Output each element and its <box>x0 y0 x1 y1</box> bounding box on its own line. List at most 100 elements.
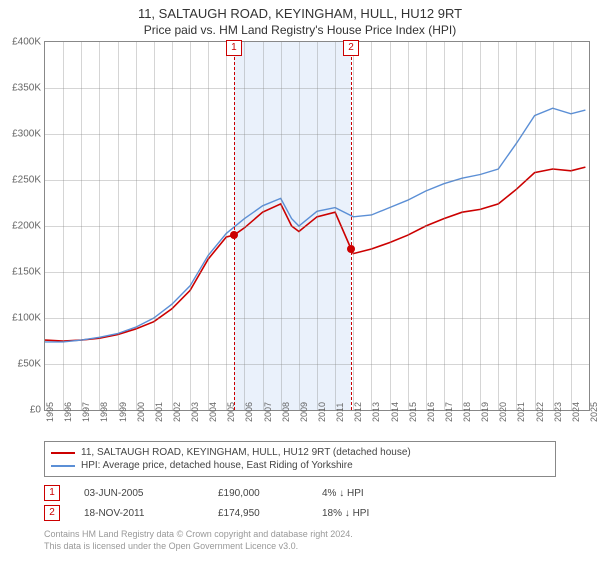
x-gridline <box>244 42 245 410</box>
sale-marker-dot-2 <box>347 245 355 253</box>
x-axis-label: 2023 <box>553 402 563 422</box>
x-axis-label: 2002 <box>172 402 182 422</box>
y-axis-label: £100K <box>1 313 41 324</box>
x-axis-label: 1995 <box>45 402 55 422</box>
sale-marker-badge-2: 2 <box>343 40 359 56</box>
x-axis-label: 2004 <box>208 402 218 422</box>
x-gridline <box>553 42 554 410</box>
x-gridline <box>335 42 336 410</box>
footer-line1: Contains HM Land Registry data © Crown c… <box>44 529 556 541</box>
chart-container: 11, SALTAUGH ROAD, KEYINGHAM, HULL, HU12… <box>0 6 600 566</box>
x-axis-label: 2000 <box>136 402 146 422</box>
x-axis-label: 1999 <box>118 402 128 422</box>
x-gridline <box>63 42 64 410</box>
x-gridline <box>190 42 191 410</box>
y-axis-label: £400K <box>1 37 41 48</box>
x-gridline <box>317 42 318 410</box>
y-axis-label: £300K <box>1 129 41 140</box>
x-gridline <box>81 42 82 410</box>
chart-plot-area: £0£50K£100K£150K£200K£250K£300K£350K£400… <box>44 41 590 411</box>
sale-marker-line-2 <box>351 42 352 410</box>
x-axis-label: 2021 <box>516 402 526 422</box>
sale-price: £190,000 <box>218 488 298 499</box>
x-axis-label: 2018 <box>462 402 472 422</box>
x-axis-label: 2006 <box>244 402 254 422</box>
x-gridline <box>408 42 409 410</box>
x-gridline <box>571 42 572 410</box>
footer-line2: This data is licensed under the Open Gov… <box>44 541 556 553</box>
sale-row: 1 03-JUN-2005 £190,000 4% ↓ HPI <box>44 483 556 503</box>
x-axis-label: 2024 <box>571 402 581 422</box>
x-axis-label: 2010 <box>317 402 327 422</box>
x-axis-label: 1996 <box>63 402 73 422</box>
x-gridline <box>444 42 445 410</box>
legend-label: HPI: Average price, detached house, East… <box>81 460 353 471</box>
sale-marker-badge-1: 1 <box>226 40 242 56</box>
x-gridline <box>154 42 155 410</box>
chart-title-line1: 11, SALTAUGH ROAD, KEYINGHAM, HULL, HU12… <box>0 6 600 21</box>
sale-marker-dot-1 <box>230 231 238 239</box>
legend-item: HPI: Average price, detached house, East… <box>51 459 549 472</box>
sale-marker-line-1 <box>234 42 235 410</box>
x-gridline <box>118 42 119 410</box>
x-gridline <box>371 42 372 410</box>
x-gridline <box>353 42 354 410</box>
y-axis-label: £250K <box>1 175 41 186</box>
x-axis-label: 2025 <box>589 402 599 422</box>
y-axis-label: £150K <box>1 267 41 278</box>
footer-attribution: Contains HM Land Registry data © Crown c… <box>44 529 556 552</box>
x-axis-label: 2008 <box>281 402 291 422</box>
x-axis-label: 2020 <box>498 402 508 422</box>
x-axis-label: 2012 <box>353 402 363 422</box>
x-axis-label: 2009 <box>299 402 309 422</box>
x-gridline <box>498 42 499 410</box>
y-axis-label: £350K <box>1 83 41 94</box>
x-axis-label: 2019 <box>480 402 490 422</box>
legend-swatch <box>51 465 75 467</box>
y-axis-label: £200K <box>1 221 41 232</box>
x-gridline <box>172 42 173 410</box>
sales-table: 1 03-JUN-2005 £190,000 4% ↓ HPI 2 18-NOV-2011… <box>44 483 556 523</box>
x-gridline <box>99 42 100 410</box>
x-gridline <box>426 42 427 410</box>
y-axis-label: £50K <box>1 359 41 370</box>
x-axis-label: 1997 <box>81 402 91 422</box>
sale-row: 2 18-NOV-2011 £174,950 18% ↓ HPI <box>44 503 556 523</box>
legend-item: 11, SALTAUGH ROAD, KEYINGHAM, HULL, HU12… <box>51 446 549 459</box>
legend-swatch <box>51 452 75 454</box>
x-axis-label: 2016 <box>426 402 436 422</box>
x-gridline <box>208 42 209 410</box>
x-axis-label: 2011 <box>335 403 345 422</box>
series-property <box>45 167 585 341</box>
x-gridline <box>516 42 517 410</box>
x-gridline <box>462 42 463 410</box>
x-axis-label: 2007 <box>263 402 273 422</box>
x-axis-label: 2015 <box>408 402 418 422</box>
x-gridline <box>390 42 391 410</box>
x-axis-label: 2014 <box>390 402 400 422</box>
sale-pct-vs-hpi: 4% ↓ HPI <box>322 488 422 499</box>
chart-title-line2: Price paid vs. HM Land Registry's House … <box>0 23 600 37</box>
sale-row-marker: 2 <box>44 505 60 521</box>
x-axis-label: 2001 <box>154 402 164 422</box>
sale-date: 03-JUN-2005 <box>84 488 194 499</box>
x-gridline <box>136 42 137 410</box>
sale-pct-vs-hpi: 18% ↓ HPI <box>322 508 422 519</box>
x-gridline <box>535 42 536 410</box>
y-axis-label: £0 <box>1 405 41 416</box>
legend-box: 11, SALTAUGH ROAD, KEYINGHAM, HULL, HU12… <box>44 441 556 477</box>
x-axis-label: 2003 <box>190 402 200 422</box>
sale-price: £174,950 <box>218 508 298 519</box>
x-axis-label: 1998 <box>99 402 109 422</box>
x-axis-label: 2017 <box>444 402 454 422</box>
sale-row-marker: 1 <box>44 485 60 501</box>
x-gridline <box>299 42 300 410</box>
x-gridline <box>226 42 227 410</box>
legend-label: 11, SALTAUGH ROAD, KEYINGHAM, HULL, HU12… <box>81 447 411 458</box>
x-gridline <box>480 42 481 410</box>
x-gridline <box>263 42 264 410</box>
sale-date: 18-NOV-2011 <box>84 508 194 519</box>
x-axis-label: 2022 <box>535 402 545 422</box>
x-gridline <box>281 42 282 410</box>
x-axis-label: 2013 <box>371 402 381 422</box>
